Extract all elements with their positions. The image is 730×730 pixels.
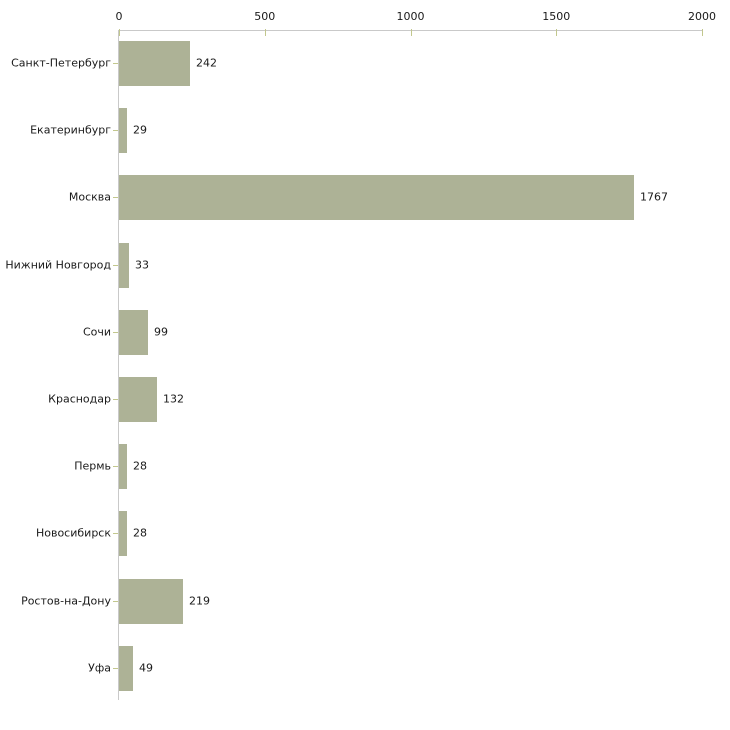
value-label: 132 (163, 392, 184, 406)
category-tick-mark (113, 601, 118, 602)
value-label: 219 (189, 594, 210, 608)
y-axis-line (118, 30, 119, 700)
bar (119, 444, 127, 489)
bar (119, 310, 148, 355)
category-label: Уфа (88, 661, 111, 675)
category-tick-mark (113, 466, 118, 467)
x-tick-label: 500 (254, 10, 276, 23)
category-label: Нижний Новгород (5, 258, 111, 272)
category-label: Сочи (82, 325, 111, 339)
bar (119, 108, 127, 153)
value-label: 33 (135, 258, 149, 272)
category-label: Санкт-Петербург (11, 56, 111, 70)
category-tick-mark (113, 332, 118, 333)
x-tick-label: 0 (115, 10, 123, 23)
bar (119, 175, 634, 220)
bar (119, 646, 133, 691)
category-label: Москва (68, 190, 111, 204)
x-tick-mark (264, 29, 266, 36)
x-tick-mark (410, 29, 412, 36)
value-label: 29 (133, 123, 147, 137)
x-tick-label: 1500 (542, 10, 571, 23)
value-label: 99 (154, 325, 168, 339)
bar (119, 41, 190, 86)
bar (119, 579, 183, 624)
x-tick-mark (702, 29, 703, 36)
x-tick-label: 2000 (688, 10, 716, 23)
value-label: 28 (133, 526, 147, 540)
category-tick-mark (113, 197, 118, 198)
category-label: Екатеринбург (30, 123, 111, 137)
category-tick-mark (113, 668, 118, 669)
category-label: Пермь (74, 459, 111, 473)
category-tick-mark (113, 533, 118, 534)
category-tick-mark (113, 265, 118, 266)
category-tick-mark (113, 130, 118, 131)
x-tick-mark (556, 29, 558, 36)
value-label: 49 (139, 661, 153, 675)
value-label: 1767 (640, 190, 668, 204)
value-label: 28 (133, 459, 147, 473)
x-tick-label: 1000 (396, 10, 425, 23)
x-tick-mark (119, 29, 120, 36)
category-tick-mark (113, 399, 118, 400)
bar (119, 511, 127, 556)
bar (119, 243, 129, 288)
bar (119, 377, 157, 422)
category-tick-mark (113, 63, 118, 64)
category-label: Новосибирск (35, 526, 111, 540)
category-label: Краснодар (48, 392, 111, 406)
value-label: 242 (196, 56, 217, 70)
category-label: Ростов-на-Дону (21, 594, 111, 608)
